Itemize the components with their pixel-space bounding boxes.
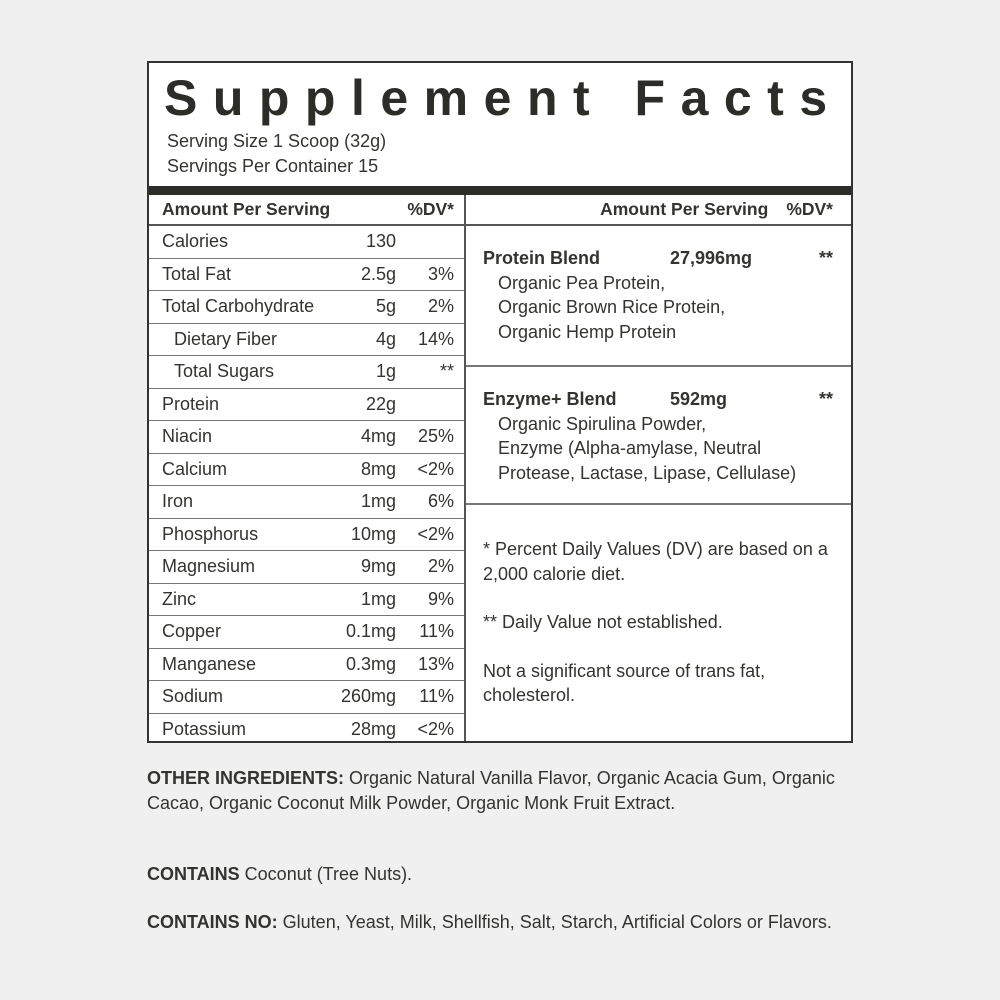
nutrient-row: Calories 130	[149, 226, 464, 259]
blend-header: Amount Per Serving %DV*	[466, 195, 851, 226]
blend-ingredient: Organic Brown Rice Protein,	[498, 297, 726, 317]
nutrient-name: Magnesium	[162, 556, 256, 577]
blend-ingredient: Organic Pea Protein,	[498, 272, 666, 293]
nutrient-name: Manganese	[162, 653, 257, 674]
nutrient-dv: 2%	[427, 296, 454, 317]
nutrient-name: Total Carbohydrate	[162, 296, 315, 317]
servings-per-container: Servings Per Container 15	[167, 156, 379, 176]
nutrient-row: Dietary Fiber 4g 14%	[149, 324, 464, 356]
nutrient-row: Manganese 0.3mg 13%	[149, 649, 464, 681]
blend-ingredient: Organic Hemp Protein	[498, 321, 677, 342]
nutrient-row: Calcium 8mg <2%	[149, 454, 464, 486]
nutrient-dv: 25%	[417, 426, 454, 447]
nutrient-dv: 6%	[427, 491, 454, 512]
nutrient-amount: 2.5g	[360, 263, 396, 284]
nutrient-dv: <2%	[417, 458, 454, 479]
nutrient-amount: 0.1mg	[345, 621, 396, 642]
other-ingredients: OTHER INGREDIENTS: Organic Natural Vanil…	[147, 768, 835, 813]
blend-amount: 27,996mg	[670, 248, 753, 268]
footnotes: * Percent Daily Values (DV) are based on…	[466, 505, 851, 708]
nutrient-dv: 11%	[419, 686, 454, 707]
nutrient-name: Total Fat	[162, 263, 232, 284]
blend-ingredient: Organic Spirulina Powder,	[498, 413, 707, 434]
nutrient-row: Niacin 4mg 25%	[149, 421, 464, 454]
nutrient-name: Potassium	[162, 719, 247, 740]
contains: CONTAINS Coconut (Tree Nuts).	[147, 864, 413, 884]
footnote-trans-fat: Not a significant source of trans fat, c…	[483, 660, 766, 706]
nutrient-dv: 13%	[417, 653, 454, 674]
nutrient-amount: 22g	[365, 393, 396, 414]
nutrient-name: Copper	[162, 621, 222, 642]
nutrient-name: Niacin	[162, 426, 213, 447]
nutrient-amount: 130	[365, 231, 396, 252]
nutrient-amount: 1mg	[360, 588, 396, 609]
blend-protein: Protein Blend 27,996mg ** Organic Pea Prot…	[466, 226, 851, 367]
nutrient-row: Iron 1mg 6%	[149, 486, 464, 519]
nutrient-row: Total Carbohydrate 5g 2%	[149, 291, 464, 324]
nutrient-name: Dietary Fiber	[174, 328, 278, 349]
nutrient-dv: 11%	[419, 621, 454, 642]
nutrient-name: Iron	[162, 491, 194, 512]
nutrient-amount: 1mg	[360, 491, 396, 512]
nutrient-row: Zinc 1mg 9%	[149, 584, 464, 616]
blend-dv: **	[818, 248, 833, 268]
nutrient-amount: 8mg	[360, 458, 396, 479]
nutrient-table-header: Amount Per Serving %DV*	[149, 195, 464, 226]
nutrient-table: Amount Per Serving %DV* Calories 130 Total…	[149, 195, 466, 741]
nutrient-row: Sodium 260mg 11%	[149, 681, 464, 714]
nutrient-row: Potassium 28mg <2%	[149, 714, 464, 747]
dv-header: %DV*	[786, 199, 833, 219]
serving-size: Serving Size 1 Scoop (32g)	[167, 131, 387, 151]
blend-ingredient: Enzyme (Alpha-amylase, Neutral	[498, 438, 762, 458]
nutrient-amount: 28mg	[350, 719, 396, 740]
nutrient-dv: 14%	[417, 328, 454, 349]
nutrient-amount: 1g	[375, 361, 396, 382]
amount-header: Amount Per Serving	[600, 199, 769, 219]
blend-ingredient: Protease, Lactase, Lipase, Cellulase)	[498, 462, 797, 483]
amount-header: Amount Per Serving	[162, 199, 331, 219]
nutrient-amount: 260mg	[340, 686, 396, 707]
nutrient-dv: <2%	[417, 719, 454, 740]
nutrient-name: Protein	[162, 393, 220, 414]
nutrient-dv: <2%	[417, 523, 454, 544]
blend-amount: 592mg	[670, 389, 728, 409]
nutrient-amount: 10mg	[350, 523, 396, 544]
nutrient-dv: 3%	[427, 263, 454, 284]
nutrient-amount: 4mg	[360, 426, 396, 447]
nutrient-row: Total Fat 2.5g 3%	[149, 259, 464, 291]
nutrient-name: Calories	[162, 231, 229, 252]
footnote-dv: * Percent Daily Values (DV) are based on…	[483, 539, 828, 584]
nutrient-row: Magnesium 9mg 2%	[149, 551, 464, 584]
nutrient-dv: 2%	[427, 556, 454, 577]
blend-enzyme: Enzyme+ Blend 592mg ** Organic Spirulina P…	[466, 367, 851, 505]
nutrient-name: Phosphorus	[162, 523, 259, 544]
divider-bar	[149, 186, 851, 195]
blend-name: Protein Blend	[483, 248, 601, 268]
nutrient-row: Copper 0.1mg 11%	[149, 616, 464, 649]
nutrient-amount: 0.3mg	[345, 653, 396, 674]
nutrient-row: Phosphorus 10mg <2%	[149, 519, 464, 551]
nutrient-dv: **	[439, 361, 454, 382]
contains-no: CONTAINS NO: Gluten, Yeast, Milk, Shellf…	[147, 912, 832, 932]
nutrient-amount: 9mg	[360, 556, 396, 577]
blend-dv: **	[818, 389, 833, 409]
nutrient-name: Total Sugars	[174, 361, 275, 382]
nutrient-name: Calcium	[162, 458, 228, 479]
nutrient-amount: 4g	[375, 328, 396, 349]
dv-header: %DV*	[407, 199, 454, 219]
blend-name: Enzyme+ Blend	[483, 389, 617, 409]
supplement-facts-label: Supplement Facts Serving Size 1 Scoop (3…	[147, 61, 853, 743]
footnote-not-established: ** Daily Value not established.	[483, 612, 723, 632]
nutrient-name: Zinc	[162, 588, 197, 609]
nutrient-row: Protein 22g	[149, 389, 464, 421]
nutrient-name: Sodium	[162, 686, 224, 707]
blend-panel: Amount Per Serving %DV* Protein Blend 27,…	[466, 195, 851, 741]
nutrient-dv: 9%	[427, 588, 454, 609]
title: Supplement Facts	[164, 70, 843, 126]
nutrient-amount: 5g	[375, 296, 396, 317]
nutrient-row: Total Sugars 1g **	[149, 356, 464, 389]
